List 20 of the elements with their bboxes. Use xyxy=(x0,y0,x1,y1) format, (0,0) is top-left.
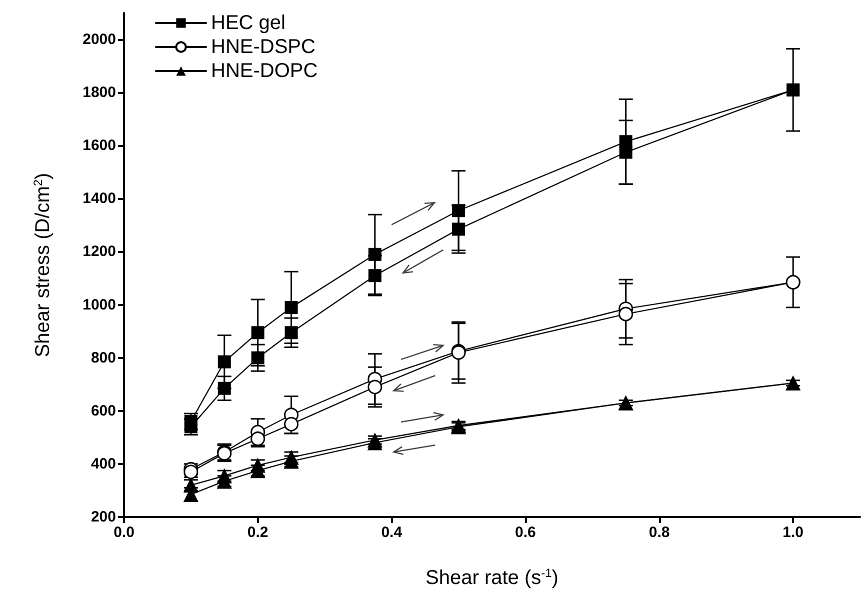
y-tick-label: 2000 xyxy=(82,31,116,48)
y-tick-label: 400 xyxy=(90,455,116,472)
x-tick-label: 0.2 xyxy=(247,524,268,541)
legend-label: HNE-DOPC xyxy=(211,60,318,82)
x-tick-label: 0.0 xyxy=(114,524,134,541)
y-axis-title: Shear stress (D/cm2) xyxy=(31,172,54,358)
y-tick-label: 600 xyxy=(90,402,116,420)
y-tick-label: 800 xyxy=(90,349,116,366)
x-tick-label: 0.4 xyxy=(381,524,403,541)
x-tick-label: 0.8 xyxy=(648,524,670,541)
legend-label: HNE-DSPC xyxy=(211,36,316,58)
x-tick-label: 1.0 xyxy=(782,524,804,541)
y-tick-label: 1200 xyxy=(82,243,116,260)
x-tick-label: 0.6 xyxy=(515,524,536,541)
y-tick-label: 200 xyxy=(90,508,116,526)
y-tick-label: 1000 xyxy=(82,296,116,314)
legend-label: HEC gel xyxy=(211,12,286,34)
y-tick-label: 1800 xyxy=(82,84,116,102)
y-tick-label: 1600 xyxy=(82,137,116,154)
y-tick-label: 1400 xyxy=(82,190,116,208)
